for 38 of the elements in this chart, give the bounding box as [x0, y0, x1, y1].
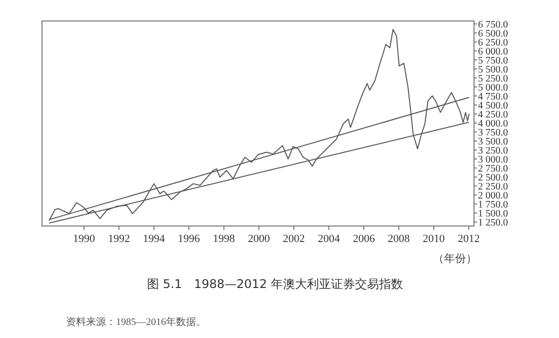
y-tick-label: 3 000.0 [478, 154, 508, 166]
y-tick-label: 1 750.0 [478, 200, 508, 211]
x-tick-label: 1992 [108, 233, 130, 245]
text: 图 5.1 1988—2012 年澳大利亚证券交易指数 [147, 277, 403, 291]
y-tick-label: 5 500.0 [478, 64, 508, 76]
y-tick-label: 4 750.0 [478, 91, 508, 102]
y-tick-label: 4 250.0 [478, 109, 508, 120]
y-tick-label: 1 250.0 [478, 218, 508, 229]
y-tick-label: 2 750.0 [478, 163, 508, 174]
y-tick-label: 2 500.0 [478, 172, 508, 184]
y-tick-label: 1 500.0 [478, 208, 508, 220]
y-tick-label: 2 250.0 [478, 182, 508, 193]
y-tick-label: 4 000.0 [478, 118, 508, 130]
x-tick-label: 2004 [318, 233, 340, 245]
text: 资料来源：1985—2016年数据。 [66, 316, 206, 328]
y-tick-label: 5 750.0 [478, 55, 508, 66]
x-tick-label: 2002 [282, 233, 305, 245]
y-tick-label: 4 500.0 [478, 100, 508, 112]
y-tick-label: 5 250.0 [478, 73, 508, 84]
x-tick-label: 2010 [422, 233, 446, 245]
y-tick-label: 5 000.0 [478, 82, 508, 94]
x-tick-label: 1990 [72, 233, 96, 245]
y-tick-label: 6 000.0 [478, 46, 508, 58]
y-tick-label: 6 500.0 [478, 28, 508, 40]
x-tick-label: 1994 [142, 233, 166, 245]
y-tick-label: 3 750.0 [478, 127, 508, 138]
x-tick-label: 1998 [212, 233, 236, 245]
y-tick-label: 3 500.0 [478, 136, 508, 148]
y-tick-label: 6 250.0 [478, 37, 508, 48]
y-tick-label: 3 250.0 [478, 145, 508, 156]
x-tick-label: 2012 [458, 233, 480, 245]
x-axis-title: （年份） [433, 252, 477, 265]
x-tick-label: 2006 [352, 233, 376, 245]
x-tick-label: 2008 [388, 233, 410, 245]
y-tick-label: 6 750.0 [478, 19, 508, 30]
x-tick-label: 2000 [248, 233, 270, 245]
y-tick-label: 2 000.0 [478, 190, 508, 202]
x-tick-label: 1996 [178, 233, 200, 245]
